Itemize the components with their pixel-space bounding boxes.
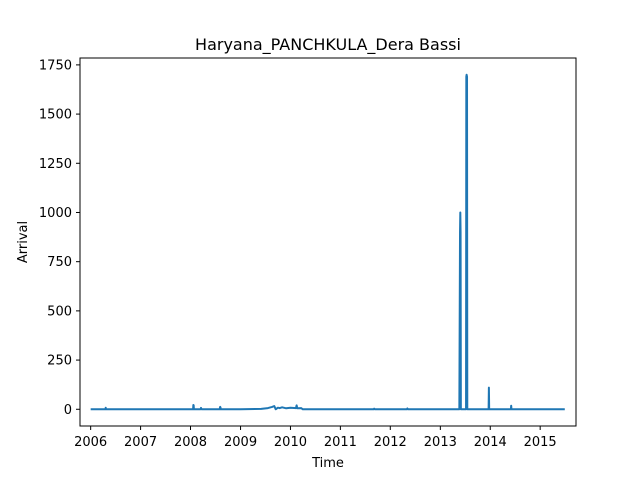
x-tick-label: 2014 <box>474 435 507 450</box>
x-tick-label: 2010 <box>274 435 307 450</box>
y-tick-label: 500 <box>47 304 72 319</box>
y-tick-label: 1500 <box>39 108 72 123</box>
x-axis: 2006 2007 2008 2009 2010 2011 2012 2013 2014 2015 <box>74 426 557 450</box>
x-tick-label: 2008 <box>174 435 207 450</box>
chart-title: Haryana_PANCHKULA_Dera Bassi <box>195 35 461 55</box>
y-tick-label: 1000 <box>39 206 72 221</box>
x-tick-label: 2011 <box>324 435 357 450</box>
y-tick-label: 0 <box>64 403 72 418</box>
x-tick-label: 2015 <box>524 435 557 450</box>
y-tick-label: 250 <box>47 354 72 369</box>
x-tick-label: 2012 <box>374 435 407 450</box>
x-axis-title: Time <box>311 456 344 471</box>
y-axis-title: Arrival <box>16 221 31 263</box>
y-tick-label: 1250 <box>39 157 72 172</box>
series-line <box>90 73 565 411</box>
x-tick-label: 2006 <box>74 435 107 450</box>
x-tick-label: 2007 <box>124 435 157 450</box>
y-tick-label: 750 <box>47 255 72 270</box>
y-axis: 0 250 500 750 1000 1250 1500 1750 <box>39 58 80 418</box>
x-tick-label: 2013 <box>424 435 457 450</box>
y-tick-label: 1750 <box>39 58 72 73</box>
axes-frame <box>79 57 577 427</box>
plot-area <box>79 57 577 427</box>
x-tick-label: 2009 <box>224 435 257 450</box>
